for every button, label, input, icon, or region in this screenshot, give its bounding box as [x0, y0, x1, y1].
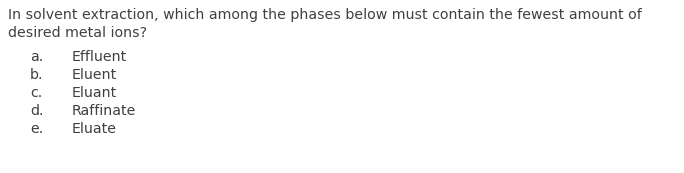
Text: Effluent: Effluent	[72, 50, 127, 64]
Text: d.: d.	[30, 104, 44, 118]
Text: desired metal ions?: desired metal ions?	[8, 26, 147, 40]
Text: e.: e.	[30, 122, 43, 136]
Text: Eluate: Eluate	[72, 122, 117, 136]
Text: Eluent: Eluent	[72, 68, 117, 82]
Text: c.: c.	[30, 86, 42, 100]
Text: In solvent extraction, which among the phases below must contain the fewest amou: In solvent extraction, which among the p…	[8, 8, 642, 22]
Text: Raffinate: Raffinate	[72, 104, 136, 118]
Text: a.: a.	[30, 50, 43, 64]
Text: b.: b.	[30, 68, 44, 82]
Text: Eluant: Eluant	[72, 86, 117, 100]
